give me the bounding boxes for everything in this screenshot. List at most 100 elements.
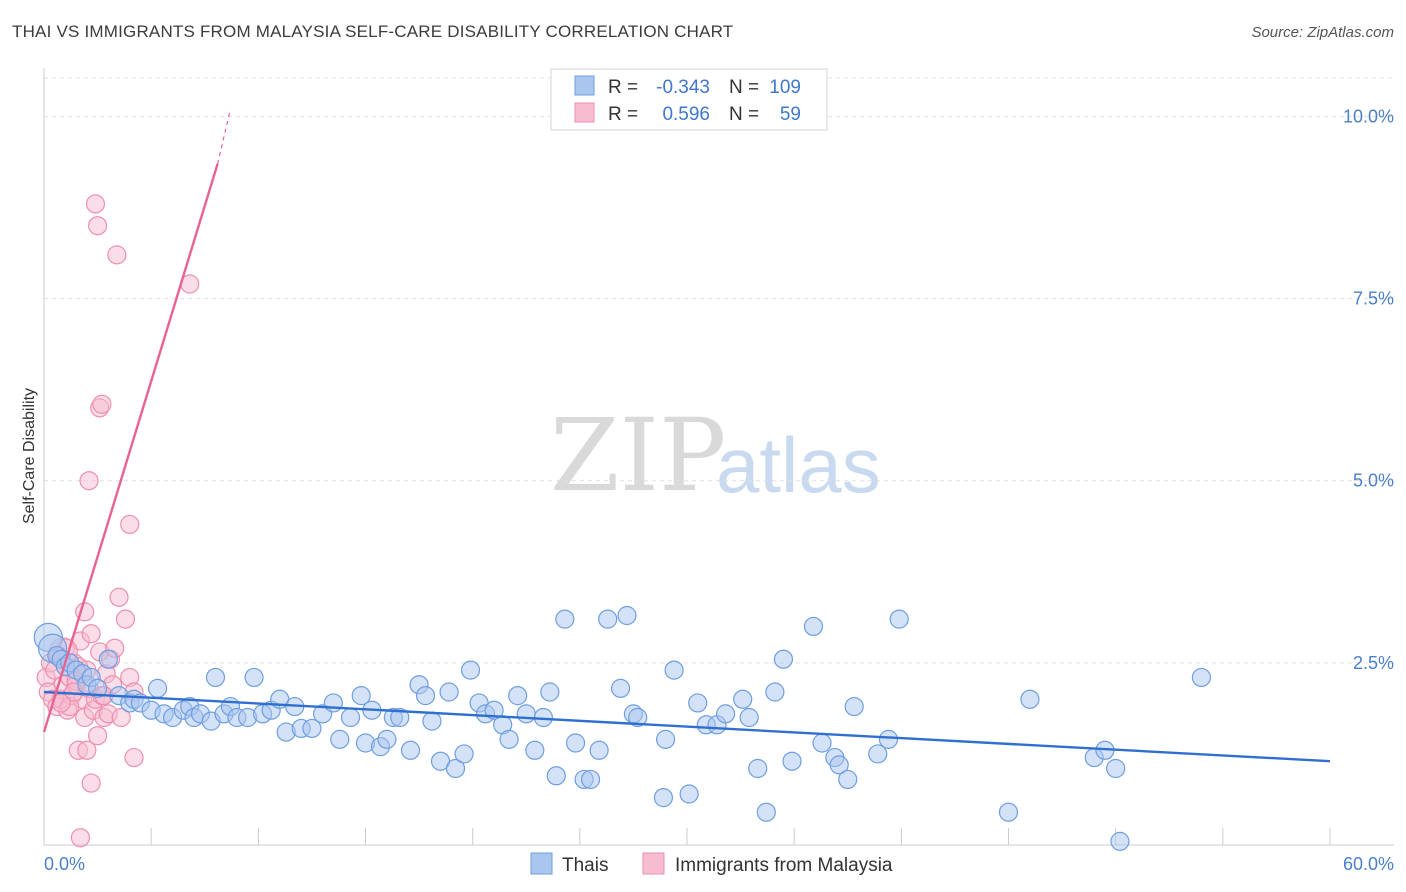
data-point (499, 729, 519, 749)
data-point (351, 686, 371, 706)
data-point (70, 828, 91, 848)
legend-r-label-malaysia: R = (608, 104, 638, 125)
data-point (688, 693, 708, 713)
data-point (81, 773, 101, 793)
legend-r-label-thais: R = (608, 77, 638, 98)
data-point (120, 514, 140, 535)
series-thais-points (33, 605, 1212, 851)
x-tick-label-max: 60.0% (1343, 854, 1394, 874)
legend-bottom: Thais Immigrants from Malaysia (530, 852, 893, 876)
data-point (1110, 831, 1130, 851)
data-point (998, 802, 1019, 822)
data-point (838, 769, 858, 790)
chart-title: THAI VS IMMIGRANTS FROM MALAYSIA SELF-CA… (12, 22, 734, 41)
data-point (565, 733, 586, 753)
watermark-atlas: atlas (716, 421, 881, 509)
legend-top: R = -0.343 N = 109 R = 0.596 N = 59 (550, 68, 828, 131)
data-point (739, 707, 759, 728)
data-point (390, 707, 410, 728)
data-point (525, 740, 545, 760)
legend-bottom-label-malaysia: Immigrants from Malaysia (675, 855, 893, 876)
legend-swatch-thais (574, 75, 595, 96)
y-tick-labels: 2.5% 5.0% 7.5% 10.0% (1343, 106, 1394, 672)
trend-line-thais (43, 690, 1331, 763)
y-tick-label: 7.5% (1353, 289, 1394, 309)
data-point (508, 686, 528, 706)
data-point (340, 707, 361, 728)
data-point (400, 740, 421, 760)
legend-bottom-label-thais: Thais (562, 855, 608, 876)
data-point (598, 609, 618, 629)
legend-n-value-malaysia: 59 (780, 104, 801, 125)
legend-n-label-malaysia: N = (729, 104, 759, 125)
data-point (87, 726, 108, 746)
data-point (81, 624, 101, 644)
legend-r-value-thais: -0.343 (656, 77, 710, 98)
data-point (147, 678, 168, 698)
data-point (844, 696, 864, 717)
data-point (516, 704, 536, 724)
data-point (79, 471, 99, 491)
trend-line-malaysia (42, 163, 219, 733)
data-point (302, 718, 322, 739)
data-point (484, 700, 504, 720)
data-point (454, 744, 474, 764)
x-ticks (150, 828, 1331, 845)
y-tick-label: 5.0% (1353, 471, 1394, 491)
data-point (115, 609, 136, 629)
data-point (733, 689, 753, 709)
data-point (87, 216, 108, 236)
data-point (610, 678, 631, 698)
axes (43, 68, 1394, 846)
data-point (422, 711, 442, 731)
data-point (377, 729, 397, 749)
trend-lines (42, 109, 1331, 763)
data-point (330, 729, 350, 749)
data-point (628, 707, 648, 728)
series-malaysia-points (36, 194, 200, 848)
data-point (439, 682, 459, 702)
legend-bottom-swatch-malaysia (642, 852, 665, 875)
data-point (664, 660, 684, 680)
legend-r-value-malaysia: 0.596 (662, 104, 710, 125)
x-tick-label-min: 0.0% (44, 854, 85, 874)
data-point (756, 802, 776, 822)
y-tick-label: 2.5% (1353, 653, 1394, 673)
data-point (109, 587, 129, 607)
data-point (540, 682, 560, 702)
data-point (205, 667, 226, 688)
data-point (555, 609, 575, 629)
data-point (1191, 667, 1212, 688)
legend-swatch-malaysia (574, 102, 595, 123)
data-point (715, 704, 736, 724)
legend-bottom-swatch-thais (530, 852, 553, 875)
legend-n-label-thais: N = (729, 77, 759, 98)
data-point (415, 686, 436, 706)
data-point (782, 751, 802, 771)
grid-lines (44, 77, 1394, 664)
legend-top-box (550, 68, 828, 131)
data-point (124, 747, 144, 768)
trend-line-malaysia-extension (217, 109, 232, 164)
data-point (812, 733, 832, 753)
data-point (773, 649, 794, 669)
data-point (1020, 689, 1040, 709)
data-point (748, 758, 768, 779)
data-point (107, 245, 127, 265)
data-point (85, 194, 106, 214)
data-point (655, 729, 676, 749)
data-point (878, 729, 899, 749)
legend-n-value-thais: 109 (769, 77, 801, 98)
data-point (445, 758, 466, 779)
data-point (244, 667, 264, 688)
data-point (868, 744, 888, 764)
watermark-zip: ZIP (550, 397, 726, 514)
data-point (460, 660, 481, 680)
data-point (617, 605, 637, 626)
data-point (589, 740, 609, 760)
data-point (87, 678, 108, 698)
source-label: Source: ZipAtlas.com (1251, 24, 1394, 41)
data-point (98, 649, 118, 669)
data-point (653, 788, 674, 808)
